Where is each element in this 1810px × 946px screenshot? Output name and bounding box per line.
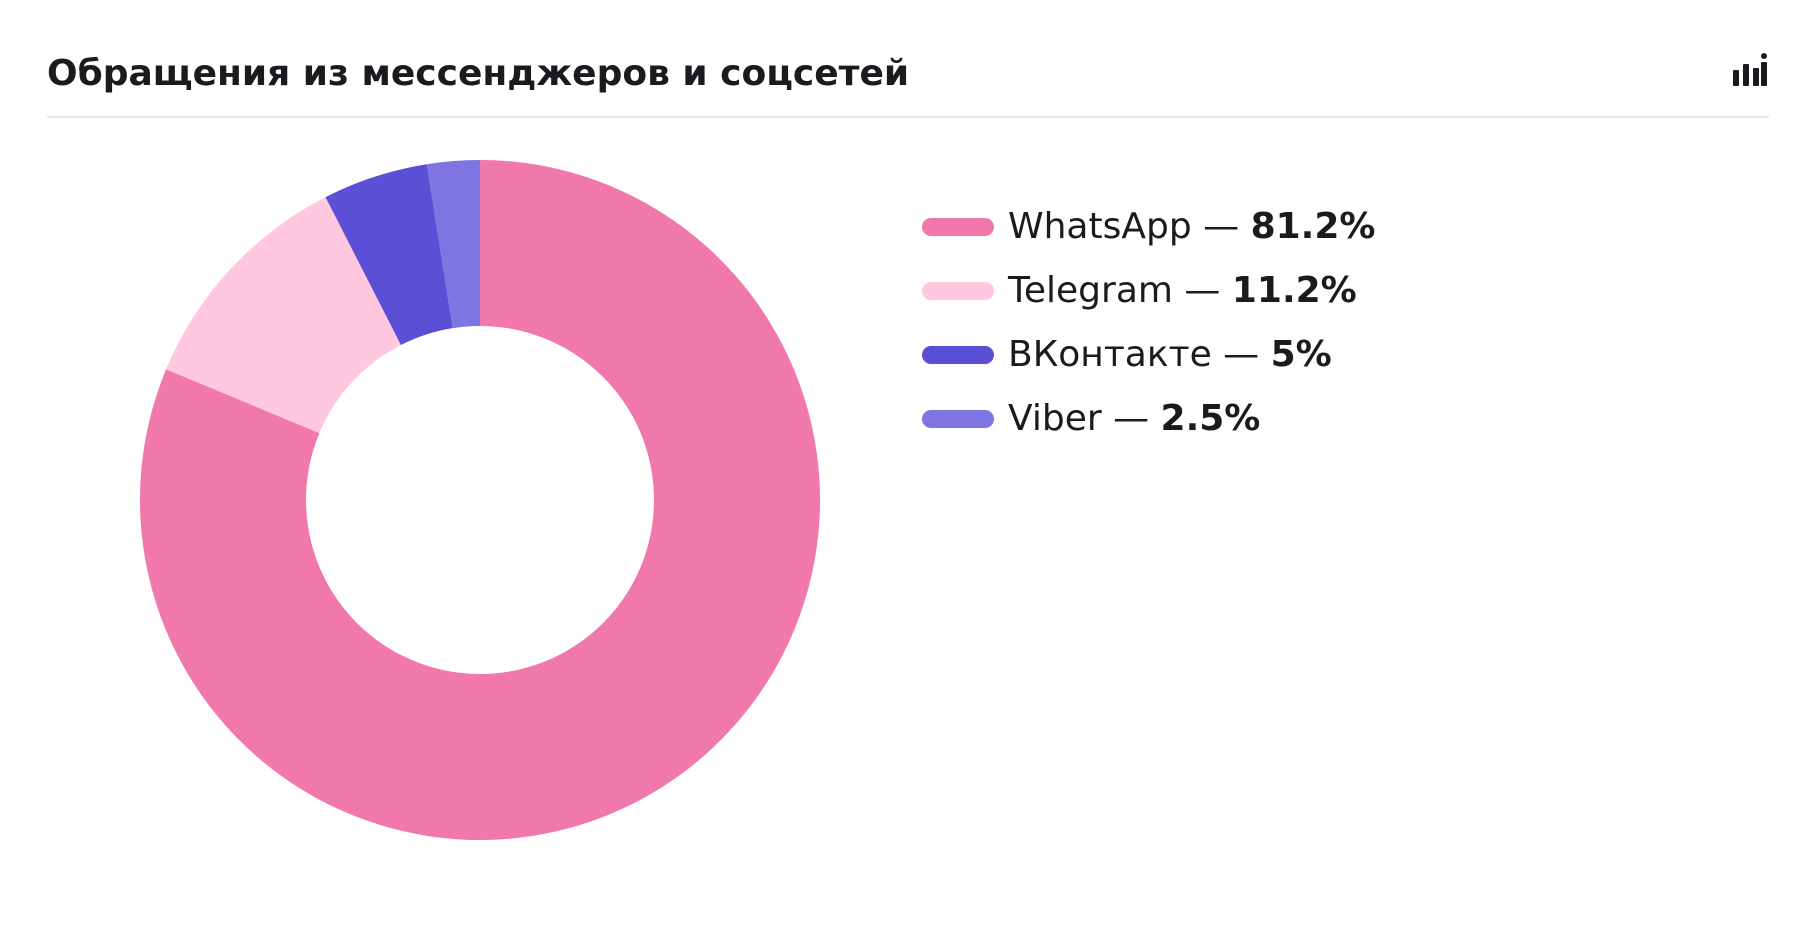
donut-slice-whatsapp[interactable] bbox=[139, 160, 821, 840]
legend-text: WhatsApp — 81.2% bbox=[1008, 205, 1375, 249]
legend-text: ВКонтакте — 5% bbox=[1008, 333, 1332, 377]
bar-chart-icon-graphic bbox=[1733, 53, 1767, 86]
legend-value: 2.5% bbox=[1160, 398, 1261, 439]
card-header: Обращения из мессенджеров и соцсетей bbox=[47, 42, 1769, 118]
legend-value: 81.2% bbox=[1250, 206, 1376, 247]
legend-separator: — bbox=[1211, 334, 1271, 375]
legend-label: Viber bbox=[1008, 398, 1102, 439]
legend-value: 5% bbox=[1270, 334, 1332, 375]
chart-legend: WhatsApp — 81.2% Telegram — 11.2% ВКонтакт… bbox=[922, 195, 1562, 451]
donut-chart-svg bbox=[139, 160, 821, 840]
donut-slice-viber[interactable] bbox=[426, 160, 480, 329]
legend-label: WhatsApp bbox=[1008, 206, 1192, 247]
legend-item[interactable]: Telegram — 11.2% bbox=[922, 259, 1562, 323]
legend-item[interactable]: WhatsApp — 81.2% bbox=[922, 195, 1562, 259]
legend-swatch bbox=[922, 346, 994, 364]
legend-label: Telegram bbox=[1008, 270, 1173, 311]
legend-label: ВКонтакте bbox=[1008, 334, 1212, 375]
legend-text: Viber — 2.5% bbox=[1008, 397, 1260, 441]
donut-chart bbox=[139, 160, 821, 840]
legend-swatch bbox=[922, 410, 994, 428]
legend-item[interactable]: Viber — 2.5% bbox=[922, 387, 1562, 451]
chart-title: Обращения из мессенджеров и соцсетей bbox=[47, 53, 910, 94]
legend-value: 11.2% bbox=[1231, 270, 1357, 311]
legend-separator: — bbox=[1101, 398, 1161, 439]
legend-separator: — bbox=[1191, 206, 1251, 247]
bar-chart-icon[interactable] bbox=[1729, 50, 1769, 90]
legend-separator: — bbox=[1172, 270, 1232, 311]
legend-swatch bbox=[922, 218, 994, 236]
donut-slice-telegram[interactable] bbox=[166, 197, 401, 434]
legend-item[interactable]: ВКонтакте — 5% bbox=[922, 323, 1562, 387]
donut-slice-вконтакте[interactable] bbox=[325, 164, 453, 346]
legend-swatch bbox=[922, 282, 994, 300]
legend-text: Telegram — 11.2% bbox=[1008, 269, 1357, 313]
